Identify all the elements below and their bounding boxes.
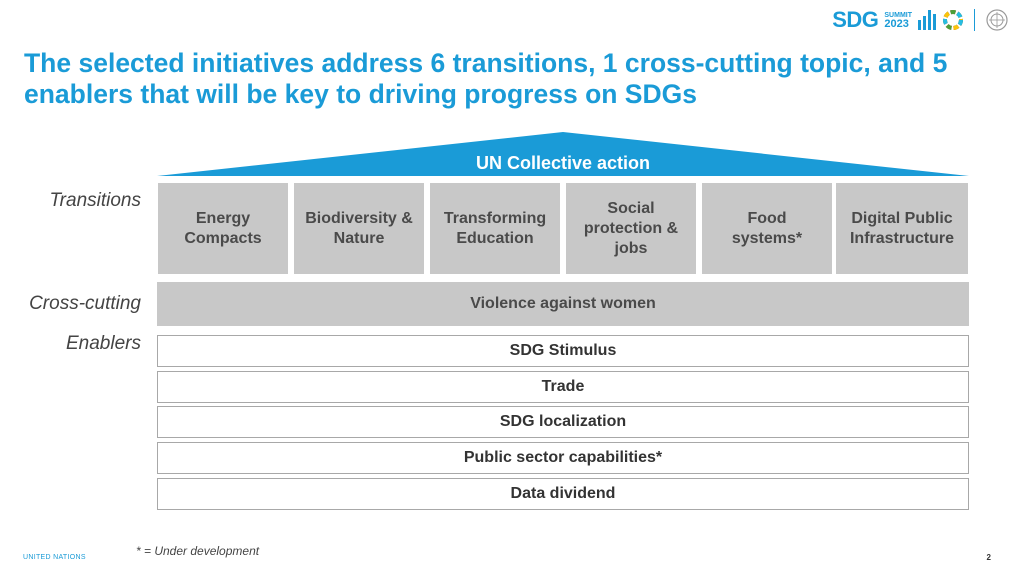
enabler-text: Public sector capabilities* (463, 449, 663, 466)
enabler-text: Data dividend (510, 485, 616, 502)
transition-pillar: Energy Compacts (158, 183, 288, 274)
transition-pillar: Food systems* (702, 183, 832, 274)
transition-label: Social protection & jobs (583, 199, 679, 257)
transition-label: Biodiversity & Nature (305, 209, 413, 247)
logo-sdg-text: SDG (832, 7, 879, 32)
page-title: The selected initiatives address 6 trans… (24, 48, 948, 109)
cross-cutting-box: Violence against women (157, 282, 969, 326)
footnote: * = Under development (136, 544, 260, 558)
cross-cutting-text: Violence against women (470, 295, 656, 312)
transition-pillar: Digital Public Infrastructure (836, 183, 968, 274)
roof-shape (157, 132, 969, 176)
transition-label: Digital Public Infrastructure (849, 209, 955, 247)
logo-summit-text: SUMMIT (884, 12, 912, 19)
page-number: 2 (986, 553, 991, 562)
transition-label: Food systems* (731, 209, 803, 247)
un-emblem-icon (986, 9, 1008, 31)
transition-pillar: Transforming Education (430, 183, 560, 274)
sdg-wheel-icon (943, 10, 963, 30)
enabler-text: SDG Stimulus (509, 342, 617, 359)
enabler-box: SDG Stimulus (157, 335, 969, 367)
enabler-text: Trade (541, 378, 585, 395)
enabler-box: Public sector capabilities* (157, 442, 969, 474)
enabler-box: Data dividend (157, 478, 969, 510)
roof-label: UN Collective action (475, 153, 651, 173)
transition-label: Transforming Education (443, 209, 547, 247)
transition-pillar: Biodiversity & Nature (294, 183, 424, 274)
transition-pillar: Social protection & jobs (566, 183, 696, 274)
cross-cutting-label: Cross-cutting (29, 293, 141, 314)
footer-org: UNITED NATIONS (23, 554, 86, 561)
enabler-box: SDG localization (157, 406, 969, 438)
logo-divider (974, 9, 975, 31)
logo-summit-block: SUMMIT 2023 (884, 11, 912, 30)
sdg-summit-logo: SDG SUMMIT 2023 (832, 6, 1009, 34)
enabler-text: SDG localization (499, 413, 627, 430)
logo-bars-icon (918, 10, 936, 30)
transition-label: Energy Compacts (184, 209, 262, 247)
enablers-label: Enablers (66, 333, 141, 354)
enabler-box: Trade (157, 371, 969, 403)
transitions-label: Transitions (49, 190, 141, 211)
logo-year-text: 2023 (884, 18, 909, 30)
